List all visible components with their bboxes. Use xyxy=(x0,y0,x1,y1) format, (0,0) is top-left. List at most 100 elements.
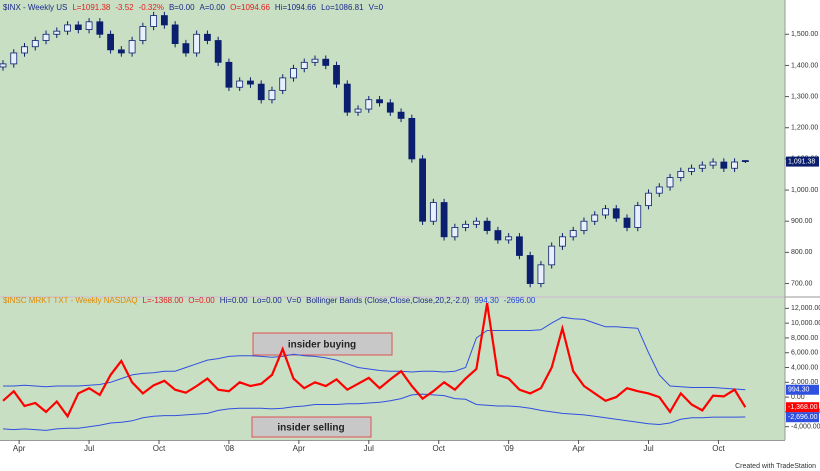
y-tick-label: 1,500.00 xyxy=(791,31,818,38)
header-text: O=0.00 xyxy=(188,296,215,305)
x-tick-label: Jul xyxy=(364,444,374,453)
series-line xyxy=(2,303,747,419)
candle-body xyxy=(720,161,728,169)
header-text: Lo=1086.81 xyxy=(321,3,364,12)
series-line xyxy=(2,393,746,431)
x-tick-label: Oct xyxy=(432,444,445,453)
candle-body xyxy=(408,118,416,160)
last-value-label: 994.30 xyxy=(788,387,810,394)
annotation-box xyxy=(252,332,393,356)
x-tick-label: Jul xyxy=(643,444,653,453)
y-tick-label: 1,200.00 xyxy=(791,125,818,132)
header-text: $INSC MRKT TXT - Weekly NASDAQ xyxy=(3,296,138,305)
candle-body xyxy=(117,49,125,54)
y-tick-label: 4,000.00 xyxy=(791,364,818,371)
candle-body xyxy=(645,192,652,207)
last-value-label: -1,368.00 xyxy=(788,404,818,411)
candle-body xyxy=(365,99,373,110)
last-value-box xyxy=(786,402,819,413)
candle-body xyxy=(451,227,459,238)
candle-body xyxy=(247,80,254,85)
candle-body xyxy=(53,30,61,35)
candle-body xyxy=(128,40,136,54)
x-tick-label: Oct xyxy=(153,444,166,453)
candle-body xyxy=(709,161,717,166)
header-text: O=1094.66 xyxy=(230,3,270,12)
candle-body xyxy=(494,230,502,241)
candle-body xyxy=(537,264,545,284)
candle-body xyxy=(559,236,566,247)
y-tick-label: 10,000.00 xyxy=(791,320,820,327)
header-text: 994.30 xyxy=(474,296,499,305)
candle-body xyxy=(10,52,18,65)
annotation: insider buying xyxy=(288,340,356,351)
candle-body xyxy=(634,205,642,228)
candle-body xyxy=(150,15,158,27)
header-text: Hi=1094.66 xyxy=(275,3,317,12)
candle-body xyxy=(139,26,147,41)
header-text: B=0.00 xyxy=(169,3,195,12)
y-tick-label: 8,000.00 xyxy=(791,335,818,342)
candle-body xyxy=(182,43,190,54)
candle-body xyxy=(279,77,287,91)
x-tick-label: '09 xyxy=(503,444,514,453)
candle-body xyxy=(333,65,340,85)
last-value-label: 1,091.38 xyxy=(788,158,815,165)
x-tick-label: '08 xyxy=(224,444,235,453)
candle-body xyxy=(85,21,93,30)
candle-body xyxy=(0,63,7,68)
candle-body xyxy=(731,161,738,169)
header-text: V=0 xyxy=(287,296,302,305)
header-text: Lo=0.00 xyxy=(253,296,283,305)
candle-body xyxy=(591,214,599,222)
candle-body xyxy=(96,21,104,35)
candle-body xyxy=(483,220,491,231)
candle-body xyxy=(322,58,330,66)
x-tick-label: Apr xyxy=(572,444,585,453)
last-value-box xyxy=(786,412,819,423)
candle-body xyxy=(31,40,39,48)
annotation-box xyxy=(251,416,372,438)
candle-body xyxy=(354,108,362,113)
y-tick-label: 900.00 xyxy=(791,218,813,225)
header-text: L=-1368.00 xyxy=(143,296,184,305)
footer: Created with TradeStation xyxy=(735,463,816,470)
candle-body xyxy=(623,217,631,228)
candle-body xyxy=(462,223,470,228)
candle-body xyxy=(677,170,685,179)
candle-body xyxy=(526,255,534,284)
candle-body xyxy=(311,58,319,63)
y-tick-label: -4,000.00 xyxy=(791,424,820,431)
candle-body xyxy=(429,202,437,222)
candle-body xyxy=(257,83,265,101)
last-value-box xyxy=(786,384,819,395)
y-tick-label: 2,000.00 xyxy=(791,379,818,386)
y-tick-label: 800.00 xyxy=(791,249,813,256)
candle-body xyxy=(548,245,556,266)
candle-body xyxy=(42,33,50,41)
candle-body xyxy=(580,220,588,231)
y-tick-label: 1,000.00 xyxy=(791,187,818,194)
candle-body xyxy=(698,164,706,169)
candle-body xyxy=(21,46,28,54)
y-tick-label: 6,000.00 xyxy=(791,350,818,357)
header-text: -3.52 xyxy=(115,3,134,12)
header-text: V=0 xyxy=(369,3,384,12)
candle-body xyxy=(193,33,201,54)
candle-body xyxy=(171,24,179,45)
candle-body xyxy=(505,236,513,241)
candle-body xyxy=(343,83,351,113)
y-tick-label: 12,000.00 xyxy=(791,305,820,312)
y-tick-label: 0.00 xyxy=(791,394,805,401)
candle-body xyxy=(225,61,233,88)
candle-body xyxy=(612,208,620,219)
y-tick-label: 1,300.00 xyxy=(791,93,818,100)
last-value-label: -2,696.00 xyxy=(788,414,818,421)
indicator-panel xyxy=(0,298,785,440)
header-text: $INX - Weekly US xyxy=(3,3,67,12)
candle-body xyxy=(741,160,749,162)
x-tick-label: Jul xyxy=(84,444,94,453)
y-tick-label: 1,400.00 xyxy=(791,62,818,69)
price-panel xyxy=(0,0,785,296)
